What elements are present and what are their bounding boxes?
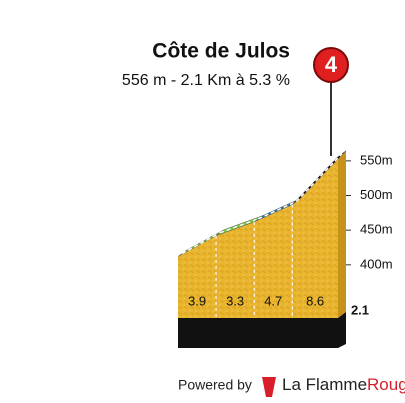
gradient-label: 3.9: [188, 293, 206, 308]
km-label: 1.5: [283, 318, 301, 333]
powered-by: Powered by: [178, 377, 252, 393]
segment-centerline: [181, 232, 221, 255]
y-tick-label: 450m: [360, 222, 393, 237]
brand-red: Rouge: [367, 375, 405, 394]
brand-name: La FlammeRouge: [282, 375, 405, 394]
gradient-label: 3.3: [226, 293, 244, 308]
profile: 3.9 3.3 4.7 8.6 0.5 1.0 1.5 2.1 400m 450m 500m 550m: [177, 150, 393, 348]
front-face: [178, 156, 338, 318]
y-tick-label: 400m: [360, 256, 393, 271]
y-tick-label: 550m: [360, 152, 393, 167]
gradient-label: 8.6: [306, 293, 324, 308]
brand-logo: [262, 377, 276, 397]
brand-black: La Flamme: [282, 375, 367, 394]
km-label: 2.1: [351, 302, 369, 317]
side-face: [338, 150, 346, 318]
category-badge: [313, 47, 349, 83]
category-label: 4: [325, 52, 338, 77]
chart-title: Côte de Julos: [152, 40, 290, 63]
base-band: [178, 312, 346, 348]
chart-subtitle: 556 m - 2.1 Km à 5.3 %: [122, 72, 290, 89]
km-label: 1.0: [245, 318, 263, 333]
gradient-label: 4.7: [264, 293, 282, 308]
y-tick-label: 500m: [360, 187, 393, 202]
km-label: 0.5: [207, 318, 225, 333]
